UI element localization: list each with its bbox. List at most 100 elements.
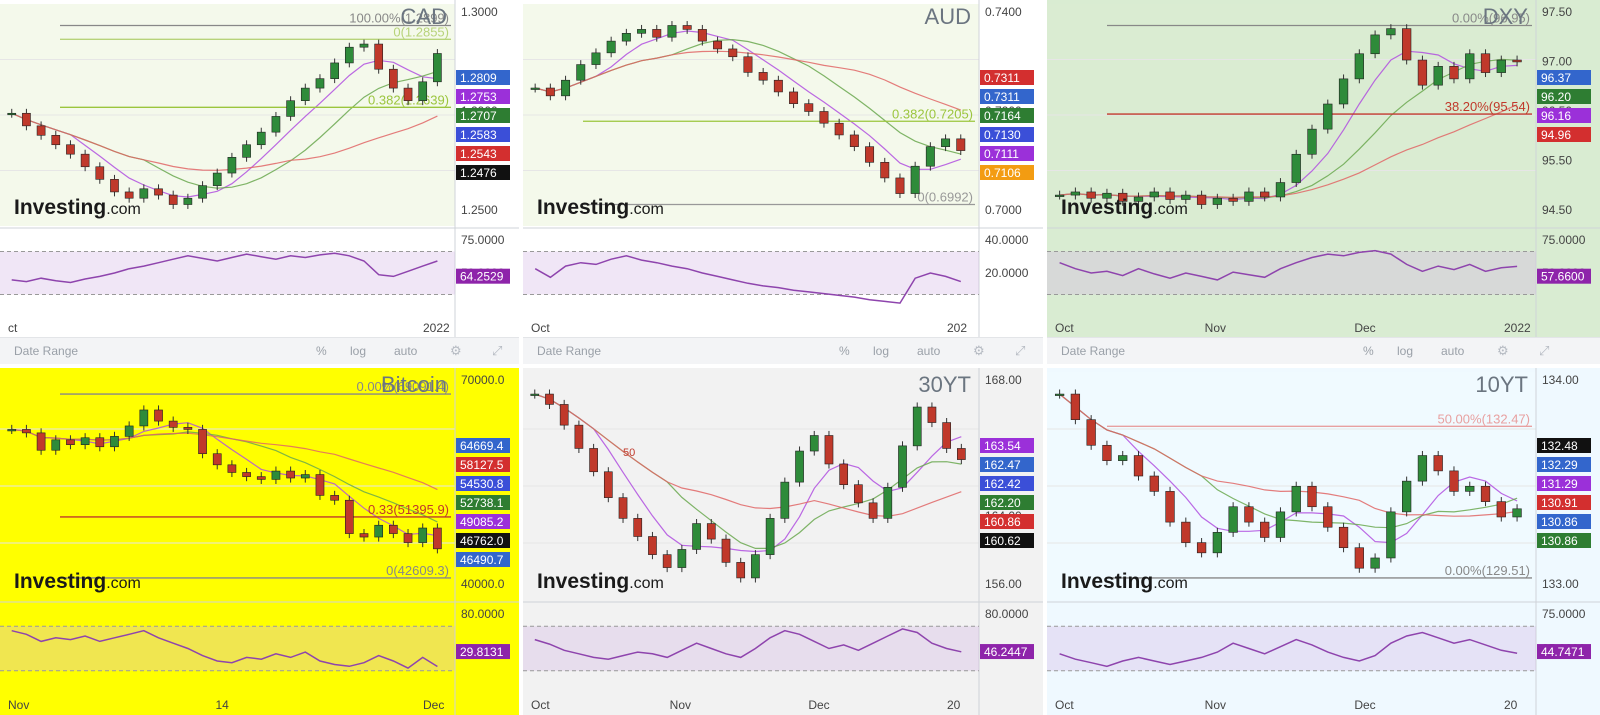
price-badge bbox=[456, 127, 510, 142]
x-tick-label: 20 bbox=[947, 698, 961, 712]
gear-icon[interactable]: ⚙ bbox=[1497, 343, 1509, 358]
rsi-badge bbox=[980, 644, 1034, 660]
expand-icon[interactable]: ⤢ bbox=[1015, 343, 1026, 358]
rsi-tick-label: 80.0000 bbox=[461, 607, 505, 621]
chart-footer: Date Range % log auto ⚙ ⤢ bbox=[523, 337, 1043, 364]
ma-slow-line bbox=[1059, 393, 1518, 517]
bitcoin-chart: 0.00%(69091.4) 0.33(51395.9) 0(42609.3) Bit… bbox=[0, 368, 519, 715]
log-button[interactable]: log bbox=[873, 344, 890, 358]
chart-panel-cad[interactable]: 100.00%(1.2899)0(1.2855)0.382(1.2639)CAD… bbox=[0, 0, 519, 364]
candle-body bbox=[110, 179, 119, 193]
price-badge bbox=[456, 514, 510, 529]
price-badge bbox=[1537, 514, 1591, 529]
candle-body bbox=[212, 453, 222, 466]
candle-body bbox=[1512, 508, 1522, 518]
rsi-tick-label: 40.0000 bbox=[985, 233, 1029, 247]
candle-body bbox=[66, 439, 75, 445]
candle-body bbox=[1086, 419, 1096, 446]
candle-body bbox=[956, 138, 966, 151]
auto-button[interactable]: auto bbox=[917, 344, 941, 358]
price-badge bbox=[456, 533, 510, 548]
chart-panel-10yt[interactable]: 50.00%(132.47) 0.00%(129.51) 10YT Investing… bbox=[1047, 368, 1600, 715]
candle-body bbox=[576, 64, 586, 81]
candle-body bbox=[433, 527, 442, 550]
price-badge-label: 0.7130 bbox=[984, 128, 1021, 142]
rsi-badge bbox=[1537, 268, 1591, 284]
candle-body bbox=[662, 554, 672, 568]
auto-button[interactable]: auto bbox=[1441, 344, 1465, 358]
candle-body bbox=[751, 554, 760, 579]
30yt-chart: 30YT50Investing.com168.00166.00164.00156… bbox=[523, 368, 1043, 715]
fib-level-label: 0.382(0.7205) bbox=[892, 106, 973, 121]
price-tick-label: 1.3000 bbox=[461, 5, 498, 19]
fib-level-label: 0.00%(69091.4) bbox=[356, 379, 449, 394]
price-badge bbox=[1537, 438, 1591, 453]
price-badge bbox=[1537, 127, 1591, 142]
chart-title: Bitcoin bbox=[381, 372, 447, 397]
price-badge-label: 132.29 bbox=[1541, 458, 1578, 472]
percent-button[interactable]: % bbox=[316, 344, 327, 358]
chart-panel-aud[interactable]: 0.382(0.7205) 0(0.6992) AUD Investing.com 0.… bbox=[523, 0, 1043, 364]
candle-body bbox=[66, 144, 75, 155]
rsi-line bbox=[1059, 249, 1518, 281]
candle-body bbox=[603, 471, 613, 498]
rsi-badge-label: 29.8131 bbox=[460, 645, 504, 659]
candle-body bbox=[1165, 491, 1175, 523]
candle-body bbox=[22, 429, 31, 434]
expand-icon[interactable]: ⤢ bbox=[1539, 343, 1550, 358]
x-tick-label: Nov bbox=[1205, 321, 1226, 335]
gear-icon[interactable]: ⚙ bbox=[973, 343, 985, 358]
chart-panel-dxy[interactable]: 0.00%(96.95) 38.20%(95.54) DXY Investing.co… bbox=[1047, 0, 1600, 364]
candle-body bbox=[344, 46, 354, 64]
price-badge-label: 58127.5 bbox=[460, 458, 504, 472]
percent-button[interactable]: % bbox=[1363, 344, 1374, 358]
price-badge bbox=[980, 514, 1034, 529]
price-badge-label: 96.16 bbox=[1541, 109, 1571, 123]
price-tick-label: 97.00 bbox=[1542, 55, 1572, 69]
price-badge bbox=[980, 108, 1034, 123]
rsi-band bbox=[1047, 251, 1536, 295]
date-range-button[interactable]: Date Range bbox=[537, 344, 602, 358]
x-tick-label: Oct bbox=[531, 698, 550, 712]
candle-body bbox=[1449, 66, 1459, 80]
log-button[interactable]: log bbox=[1397, 344, 1414, 358]
candle-body bbox=[633, 518, 643, 537]
log-button[interactable]: log bbox=[350, 344, 367, 358]
price-tick-label: 156.00 bbox=[985, 577, 1022, 591]
price-badge-label: 46762.0 bbox=[460, 534, 504, 548]
expand-icon[interactable]: ⤢ bbox=[492, 343, 503, 358]
rsi-badge bbox=[456, 268, 510, 284]
candle-body bbox=[95, 166, 105, 180]
price-badge-label: 163.54 bbox=[984, 439, 1021, 453]
date-range-button[interactable]: Date Range bbox=[14, 344, 79, 358]
chart-panel-bitcoin[interactable]: 0.00%(69091.4) 0.33(51395.9) 0(42609.3) Bit… bbox=[0, 368, 519, 715]
candle-body bbox=[1212, 532, 1222, 554]
price-badge-label: 162.42 bbox=[984, 477, 1021, 491]
candle-body bbox=[1433, 66, 1443, 86]
candle-body bbox=[559, 404, 569, 426]
date-range-button[interactable]: Date Range bbox=[1061, 344, 1126, 358]
candle-body bbox=[110, 436, 119, 448]
price-badge-label: 0.7111 bbox=[984, 147, 1019, 161]
chart-annotation: 50 bbox=[623, 447, 635, 459]
candle-body bbox=[780, 481, 790, 519]
candle-body bbox=[330, 495, 339, 501]
candle-body bbox=[124, 191, 134, 199]
gear-icon[interactable]: ⚙ bbox=[450, 343, 462, 358]
price-badge bbox=[456, 89, 510, 104]
candle-body bbox=[359, 43, 369, 48]
auto-button[interactable]: auto bbox=[394, 344, 418, 358]
candle-body bbox=[713, 40, 723, 50]
candle-body bbox=[1228, 197, 1238, 202]
percent-button[interactable]: % bbox=[839, 344, 850, 358]
candle-body bbox=[300, 474, 310, 479]
aud-chart: 0.382(0.7205) 0(0.6992) AUD Investing.com 0.… bbox=[523, 0, 1043, 338]
chart-panel-30yt[interactable]: 30YT50Investing.com168.00166.00164.00156… bbox=[523, 368, 1043, 715]
price-badge-label: 0.7164 bbox=[984, 109, 1021, 123]
candle-body bbox=[1291, 485, 1301, 513]
fib-level-label: 0(1.2855) bbox=[393, 24, 449, 39]
candle-body bbox=[433, 53, 442, 83]
candle-body bbox=[910, 165, 920, 194]
candle-body bbox=[286, 470, 295, 479]
rsi-badge-label: 46.2447 bbox=[984, 645, 1028, 659]
